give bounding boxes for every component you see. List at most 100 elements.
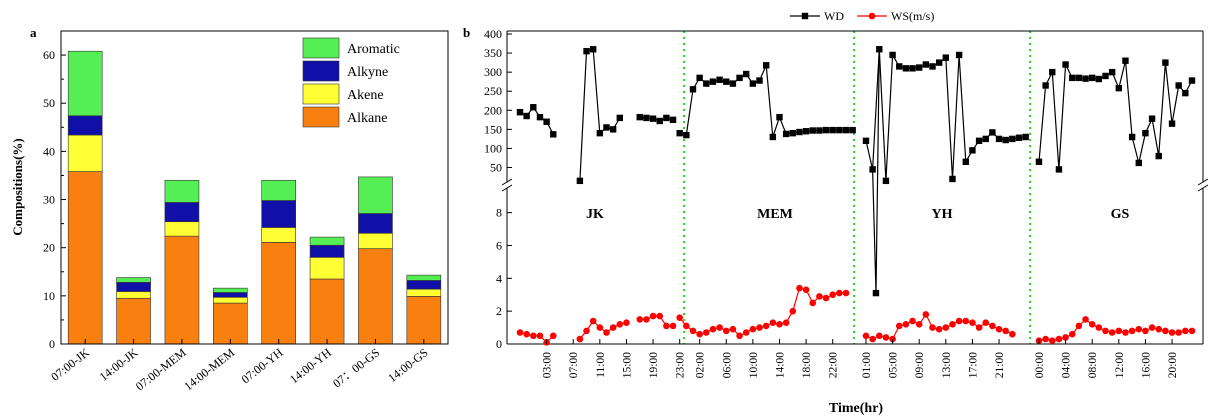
b-point-ws xyxy=(929,324,936,331)
b-x-tick-label: 21:00 xyxy=(994,352,1006,378)
b-x-tick-label: 08:00 xyxy=(1087,352,1099,378)
b-point-ws xyxy=(1168,329,1176,336)
b-point-wd xyxy=(796,128,803,136)
b-point-wd xyxy=(789,129,796,137)
b-point-ws xyxy=(696,330,703,338)
b-point-wd xyxy=(935,59,943,66)
a-bar-segment-alkyne xyxy=(164,202,200,222)
a-bar-segment-akene xyxy=(261,227,296,243)
b-point-wd xyxy=(1009,135,1016,143)
b-point-wd xyxy=(616,114,624,122)
b-x-tick-label: 00:00 xyxy=(1034,352,1046,378)
b-point-ws xyxy=(1048,337,1056,345)
b-point-ws xyxy=(975,324,983,331)
a-legend-swatch xyxy=(302,60,340,82)
b-point-ws xyxy=(609,324,617,331)
a-bar-segment-alkyne xyxy=(309,244,345,258)
b-point-ws xyxy=(989,322,996,330)
b-point-ws xyxy=(1182,327,1189,335)
b-point-ws xyxy=(1062,334,1069,341)
b-x-tick-label: 12:00 xyxy=(1114,352,1126,378)
b-point-wd xyxy=(882,177,890,185)
b-point-wd xyxy=(743,70,750,78)
b-point-ws xyxy=(875,332,883,340)
panel-b: b WD WS(m/s) 50 100 150 200 250 300 350 400 0 2 4 6 8… xyxy=(463,9,1209,416)
b-point-ws xyxy=(1162,327,1169,335)
b-point-ws xyxy=(829,291,837,299)
b-point-ws xyxy=(549,332,557,340)
b-point-wd xyxy=(1082,75,1089,82)
b-point-wd xyxy=(583,47,590,55)
b-point-ws xyxy=(530,332,537,340)
a-y-tick-label: 60 xyxy=(43,48,55,62)
b-point-ws xyxy=(643,316,650,323)
b-point-ws xyxy=(909,317,916,325)
b-point-ws xyxy=(523,330,530,338)
b-point-ws xyxy=(596,324,604,331)
b-point-ws xyxy=(902,320,910,328)
b-x-tick-label: 02:00 xyxy=(695,352,707,378)
b-point-wd xyxy=(1049,68,1056,76)
b-point-ws xyxy=(722,327,730,335)
a-bar-segment-akene xyxy=(116,291,151,299)
b-point-wd xyxy=(949,175,956,183)
a-bar-segment-alkyne xyxy=(358,213,393,234)
b-point-ws xyxy=(1128,327,1136,335)
a-bar-segment-akene xyxy=(406,288,442,297)
b-point-ws xyxy=(922,311,930,318)
a-bar-segment-akene xyxy=(213,296,248,304)
b-point-wd xyxy=(1162,59,1169,66)
b-point-ws xyxy=(869,335,876,343)
a-bar-segment-aromatic xyxy=(261,179,296,201)
b-point-ws xyxy=(895,322,903,330)
a-x-tick-label: 14:00-YH xyxy=(287,345,334,386)
b-point-wd xyxy=(649,115,657,122)
b-point-ws xyxy=(576,335,584,343)
b-point-wd xyxy=(1095,75,1103,83)
b-point-ws xyxy=(1108,329,1116,336)
a-bar-segment-alkyne xyxy=(406,280,442,290)
a-bar-segment-alkane xyxy=(116,297,151,345)
b-x-tick-label: 04:00 xyxy=(1061,352,1073,378)
b-point-wd xyxy=(609,126,617,133)
b-point-ws xyxy=(809,299,817,307)
a-y-axis-ticks: 0 10 20 30 40 50 60 xyxy=(43,48,66,351)
b-point-ws xyxy=(616,320,624,328)
b-point-ws xyxy=(689,327,697,335)
b-point-ws xyxy=(749,325,757,333)
b-point-wd xyxy=(596,129,604,137)
panel-a-label: a xyxy=(30,25,37,40)
b-point-wd xyxy=(1002,136,1009,144)
b-point-wd xyxy=(636,113,643,121)
b-point-ws xyxy=(836,289,843,297)
a-y-axis-label: Compositions(%) xyxy=(10,138,25,236)
b-point-wd xyxy=(543,118,550,125)
b-point-ws xyxy=(702,329,710,336)
b-point-wd xyxy=(1175,82,1182,89)
b-point-wd xyxy=(955,51,963,59)
b-point-wd xyxy=(683,131,690,139)
b-legend-label-ws: WS(m/s) xyxy=(891,9,934,23)
b-point-ws xyxy=(969,319,976,326)
b-point-wd xyxy=(723,78,730,85)
b-x-tick-label: 01:00 xyxy=(861,352,873,378)
b-x-tick-label: 19:00 xyxy=(648,352,660,378)
b-point-ws xyxy=(623,319,630,326)
b-point-ws xyxy=(1088,320,1096,328)
b-point-wd xyxy=(1122,57,1129,64)
b-point-wd xyxy=(1055,166,1063,173)
b-point-wd xyxy=(1115,84,1123,92)
b-point-wd xyxy=(1148,115,1156,122)
a-bar-segment-aromatic xyxy=(116,277,151,283)
a-y-tick-label: 0 xyxy=(49,337,55,351)
b-point-wd xyxy=(1102,72,1109,80)
b-point-ws xyxy=(1135,325,1143,333)
b-series-line-WS(m/s) xyxy=(1038,318,1192,342)
a-y-tick-label: 20 xyxy=(43,241,55,255)
b-point-wd xyxy=(1155,152,1162,160)
b-site-label: GS xyxy=(1111,207,1130,222)
a-y-tick-label: 50 xyxy=(43,96,55,110)
b-point-wd xyxy=(589,46,597,53)
